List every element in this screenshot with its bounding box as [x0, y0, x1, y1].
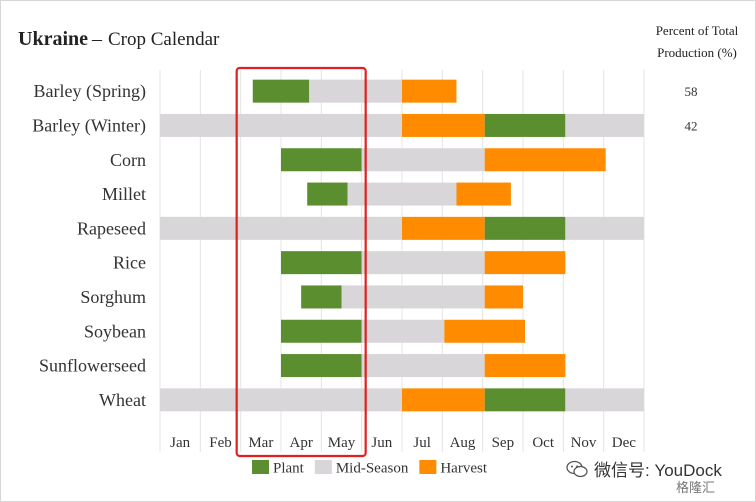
percent-value: 42 [685, 118, 698, 133]
bar-segment-mid-season [309, 79, 402, 103]
crop-label: Wheat [99, 390, 146, 410]
bar-segment-plant [281, 251, 362, 275]
crop-label: Barley (Winter) [32, 115, 146, 136]
bar-segment-plant [281, 354, 362, 378]
bar-segment-plant [484, 216, 566, 240]
bar-segment-harvest [484, 354, 566, 378]
chart-title: Ukraine – Crop Calendar [18, 28, 219, 51]
bar-segment-plant [252, 79, 310, 103]
x-tick-label: Jun [371, 435, 392, 451]
watermark: 微信号: YouDock [566, 456, 722, 481]
bar-segment-plant [281, 148, 362, 172]
bar-segment-harvest [444, 319, 526, 343]
chart-title-separator: – [92, 28, 102, 50]
bar-segment-plant [281, 319, 362, 343]
x-tick-label: Dec [612, 435, 636, 451]
bar-segment-harvest [402, 79, 457, 103]
crop-label: Barley (Spring) [34, 81, 146, 102]
bar-segment-mid-season [341, 285, 485, 309]
watermark-badge: 格隆汇 [676, 477, 715, 496]
crop-label: Rice [113, 253, 146, 273]
bar-segment-mid-season [361, 354, 485, 378]
percent-header-line2: Production (%) [657, 45, 737, 60]
crop-label: Millet [102, 184, 146, 204]
crop-label: Corn [110, 150, 146, 170]
bar-segment-plant [307, 182, 348, 206]
bar-segment-mid-season [160, 388, 402, 412]
x-tick-label: Feb [209, 435, 232, 451]
x-tick-label: Jul [413, 435, 431, 451]
bar-segment-mid-season [361, 251, 485, 275]
bar-segment-mid-season [565, 216, 644, 240]
x-tick-label: Mar [248, 435, 273, 451]
legend-swatch-mid-season [314, 460, 332, 474]
legend-label: Plant [273, 461, 305, 477]
bar-segment-mid-season [565, 113, 644, 137]
bar-segment-harvest [402, 113, 485, 137]
bar-segment-harvest [484, 251, 566, 275]
bar-segment-mid-season [160, 216, 402, 240]
x-tick-label: May [328, 435, 356, 451]
x-tick-label: Oct [532, 435, 554, 451]
watermark-text: 微信号: YouDock [594, 461, 722, 480]
x-tick-label: Jan [170, 435, 190, 451]
percent-header-line1: Percent of Total [655, 23, 739, 38]
legend-swatch-harvest [419, 460, 437, 474]
x-tick-label: Apr [290, 435, 313, 451]
bar-segment-mid-season [347, 182, 457, 206]
crop-label: Sunflowerseed [39, 356, 146, 376]
wechat-icon [566, 460, 588, 477]
bar-segment-mid-season [361, 148, 485, 172]
bar-segment-harvest [484, 285, 523, 309]
bar-segment-harvest [402, 388, 485, 412]
bar-segment-mid-season [565, 388, 644, 412]
bar-segment-mid-season [361, 319, 445, 343]
legend-swatch-plant [252, 460, 269, 474]
chart-title-subtitle: Crop Calendar [108, 29, 220, 50]
bar-segment-plant [484, 113, 566, 137]
crop-label: Sorghum [80, 287, 146, 307]
percent-column-header: Percent of Total Production (%) [642, 20, 752, 64]
bar-segment-plant [301, 285, 342, 309]
bar-segment-plant [484, 388, 566, 412]
bar-segment-harvest [484, 148, 606, 172]
chart-title-country: Ukraine [18, 28, 88, 50]
x-tick-label: Nov [571, 435, 597, 451]
legend-label: Mid-Season [336, 461, 409, 477]
highlight-box [235, 66, 367, 458]
x-tick-label: Aug [450, 435, 476, 451]
bar-segment-mid-season [160, 113, 402, 137]
crop-label: Soybean [84, 321, 146, 341]
legend-label: Harvest [440, 461, 487, 477]
watermark-badge-text: 格隆汇 [676, 480, 716, 495]
bar-segment-harvest [402, 216, 485, 240]
bar-segment-harvest [456, 182, 511, 206]
crop-label: Rapeseed [77, 218, 146, 238]
x-tick-label: Sep [492, 435, 515, 451]
percent-value: 58 [685, 84, 698, 99]
